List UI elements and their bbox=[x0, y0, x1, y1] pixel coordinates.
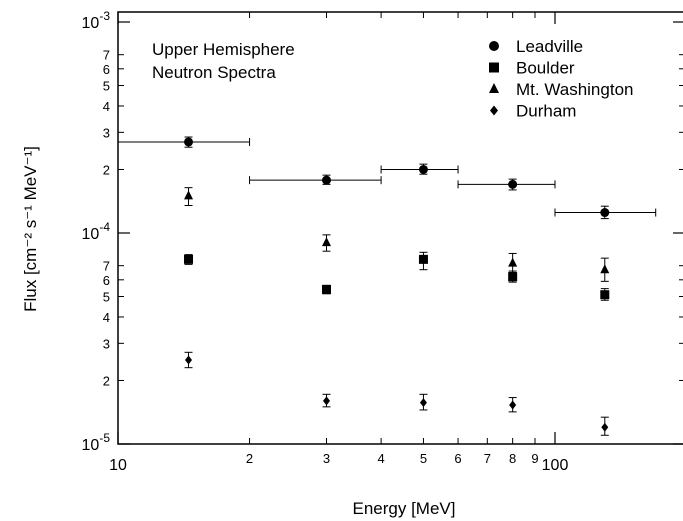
marker-circle bbox=[489, 41, 499, 51]
x-axis-title: Energy [MeV] bbox=[353, 499, 456, 518]
marker-triangle bbox=[322, 237, 332, 247]
marker-circle bbox=[184, 137, 194, 147]
y-tick-label: 2 bbox=[103, 373, 110, 388]
marker-diamond bbox=[509, 400, 517, 410]
y-tick-label: 3 bbox=[103, 125, 110, 140]
y-tick-label: 6 bbox=[103, 62, 110, 77]
x-tick-label: 5 bbox=[420, 451, 427, 466]
legend-label: Mt. Washington bbox=[516, 80, 633, 99]
legend-label: Boulder bbox=[516, 59, 575, 78]
marker-diamond bbox=[185, 355, 193, 365]
y-tick-label: 5 bbox=[103, 79, 110, 94]
y-tick-label: 3 bbox=[103, 336, 110, 351]
marker-diamond bbox=[323, 396, 331, 406]
x-tick-label: 10 bbox=[109, 457, 127, 474]
y-tick-label: 5 bbox=[103, 290, 110, 305]
marker-square bbox=[489, 62, 499, 73]
marker-circle bbox=[322, 175, 332, 185]
annotation-line-1: Upper Hemisphere bbox=[152, 40, 295, 59]
y-axis-title: Flux [cm⁻² s⁻¹ MeV⁻¹] bbox=[21, 146, 40, 312]
marker-diamond bbox=[490, 105, 498, 116]
marker-triangle bbox=[184, 190, 194, 200]
x-tick-label: 100 bbox=[542, 457, 569, 474]
legend-label: Durham bbox=[516, 102, 576, 121]
marker-circle bbox=[418, 164, 428, 174]
marker-square bbox=[418, 254, 428, 264]
plot-frame bbox=[117, 11, 683, 445]
marker-circle bbox=[600, 208, 610, 218]
marker-triangle bbox=[489, 83, 499, 93]
y-tick-label: 10-3 bbox=[82, 9, 111, 32]
x-tick-label: 3 bbox=[323, 451, 330, 466]
annotation-line-2: Neutron Spectra bbox=[152, 63, 276, 82]
x-tick-label: 4 bbox=[377, 451, 384, 466]
x-tick-label: 8 bbox=[509, 451, 516, 466]
x-tick-label: 2 bbox=[246, 451, 253, 466]
x-tick-label: 7 bbox=[484, 451, 491, 466]
marker-triangle bbox=[600, 264, 610, 274]
error-bars bbox=[118, 136, 657, 436]
y-tick-label: 2 bbox=[103, 162, 110, 177]
marker-circle bbox=[508, 179, 518, 189]
y-tick-label: 7 bbox=[103, 259, 110, 274]
y-tick-label: 10-5 bbox=[82, 431, 111, 454]
y-tick-label: 4 bbox=[103, 99, 110, 114]
x-tick-label: 9 bbox=[531, 451, 538, 466]
marker-square bbox=[600, 290, 610, 300]
y-tick-label: 7 bbox=[103, 48, 110, 63]
marker-square bbox=[184, 254, 194, 264]
annotation: Upper Hemisphere Neutron Spectra bbox=[152, 40, 295, 82]
x-tick-label: 6 bbox=[454, 451, 461, 466]
legend: Leadville Boulder Mt. Washington Durham bbox=[489, 37, 633, 121]
y-tick-label: 10-4 bbox=[82, 220, 111, 243]
y-tick-label: 4 bbox=[103, 310, 110, 325]
data-markers bbox=[184, 137, 610, 432]
marker-square bbox=[322, 284, 332, 294]
marker-square bbox=[508, 272, 518, 282]
marker-diamond bbox=[419, 398, 427, 408]
marker-diamond bbox=[601, 422, 609, 432]
y-tick-label: 6 bbox=[103, 273, 110, 288]
legend-label: Leadville bbox=[516, 37, 583, 56]
marker-triangle bbox=[508, 257, 518, 267]
